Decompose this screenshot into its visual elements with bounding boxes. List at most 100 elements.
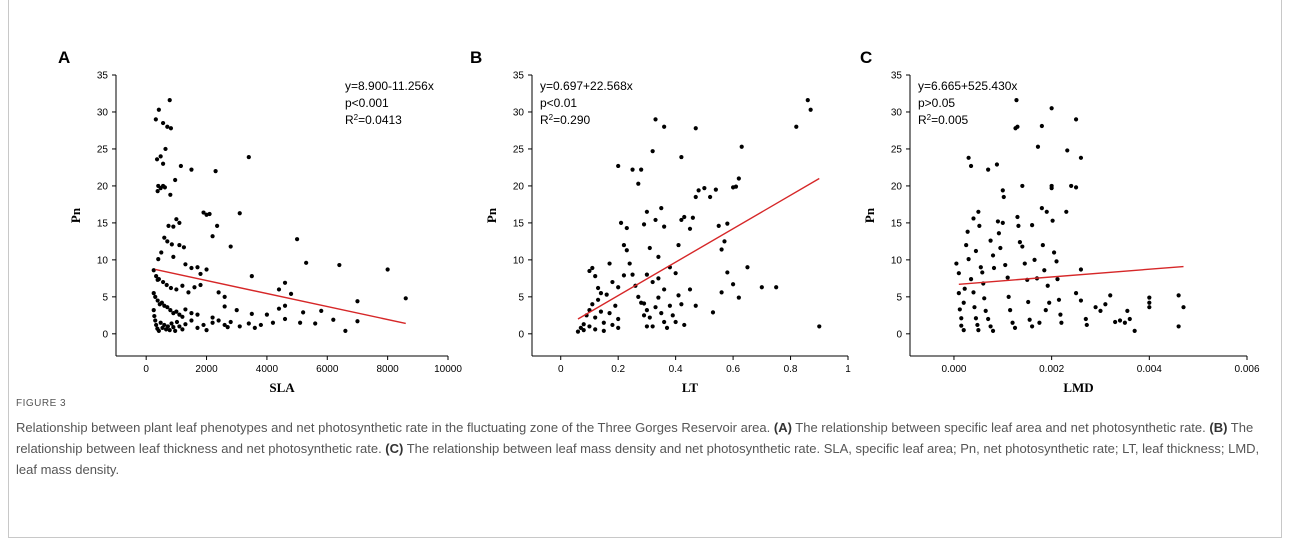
data-point: [702, 186, 707, 191]
data-point: [1065, 148, 1070, 153]
data-point: [719, 290, 724, 295]
data-point: [171, 254, 176, 260]
data-point: [237, 211, 242, 216]
r-squared: R2=0.290: [540, 113, 590, 128]
data-point: [696, 188, 701, 193]
data-point: [165, 124, 170, 129]
data-point: [627, 261, 632, 266]
data-point: [168, 126, 174, 131]
data-point: [725, 270, 730, 275]
data-point: [725, 221, 730, 226]
data-point: [1017, 240, 1022, 245]
data-point: [385, 267, 390, 272]
y-tick-label: 15: [513, 218, 525, 229]
data-point: [1084, 322, 1089, 328]
data-point: [1008, 308, 1013, 313]
data-point: [1032, 257, 1037, 262]
data-point: [153, 294, 158, 299]
y-tick-label: 10: [891, 255, 903, 266]
figure-frame: [8, 0, 1282, 538]
data-point: [1117, 318, 1123, 323]
data-point: [252, 325, 257, 330]
data-point: [159, 250, 164, 255]
data-point: [264, 312, 270, 317]
data-point: [216, 318, 221, 323]
data-point: [1045, 283, 1050, 288]
data-point: [774, 285, 779, 290]
data-point: [183, 307, 188, 312]
data-point: [956, 271, 961, 276]
data-point: [162, 235, 167, 240]
data-point: [1078, 155, 1084, 160]
data-point: [189, 167, 194, 172]
data-point: [1003, 262, 1008, 268]
data-point: [158, 154, 163, 159]
caption-segment: The relationship between leaf mass densi…: [16, 441, 1260, 477]
data-point: [156, 257, 161, 262]
data-point: [173, 177, 178, 183]
data-point: [662, 319, 667, 325]
data-point: [679, 217, 684, 223]
data-point: [601, 328, 606, 333]
data-point: [201, 210, 206, 215]
data-point: [1132, 328, 1137, 333]
data-point: [153, 318, 158, 323]
data-point: [610, 322, 615, 328]
data-point: [976, 328, 981, 333]
x-axis-title: LMD: [1063, 380, 1093, 395]
data-point: [180, 314, 185, 319]
data-point: [977, 223, 982, 228]
data-point: [716, 223, 721, 228]
data-point: [1122, 320, 1127, 325]
data-point: [621, 242, 627, 248]
data-point: [222, 304, 227, 309]
data-point: [662, 124, 667, 129]
data-point: [722, 239, 727, 244]
data-point: [656, 276, 661, 281]
data-point: [1022, 261, 1027, 266]
data-point: [644, 324, 650, 329]
data-point: [659, 206, 664, 211]
data-point: [171, 224, 176, 229]
p-value: p>0.05: [918, 96, 955, 110]
data-point: [624, 248, 629, 253]
data-point: [759, 285, 764, 290]
y-tick-label: 35: [891, 71, 903, 82]
y-axis-title: Pn: [68, 207, 83, 223]
data-point: [956, 291, 961, 296]
x-tick-label: 0.002: [1039, 364, 1064, 375]
data-point: [1044, 209, 1049, 214]
data-point: [189, 318, 194, 323]
data-point: [169, 242, 174, 247]
data-point: [160, 120, 166, 126]
data-point: [192, 285, 197, 290]
panel-letter: A: [58, 48, 70, 67]
data-point: [225, 325, 230, 330]
data-point: [650, 279, 655, 285]
data-point: [575, 329, 581, 334]
data-point: [590, 302, 595, 307]
data-point: [972, 305, 977, 310]
panel-letter: C: [860, 48, 872, 67]
x-tick-label: 10000: [434, 364, 462, 375]
data-point: [601, 320, 606, 325]
y-tick-label: 10: [513, 255, 525, 266]
data-point: [210, 320, 215, 325]
data-point: [676, 242, 681, 248]
x-tick-label: 4000: [256, 364, 279, 375]
data-point: [204, 328, 209, 333]
data-point: [198, 271, 203, 277]
chart-panel-b: B 0 5 10 15 20 25 30 35 0 0.2 0.4 0.6 0.8 1 LT Pn y=0.697…: [470, 48, 851, 395]
x-axis-title: SLA: [269, 380, 295, 395]
chart-panel-a: A 0 5 10 15 20 25 30 35 0 2000 4000 6000 8000 10000 SLA…: [58, 48, 462, 395]
data-point: [195, 265, 200, 270]
data-point: [659, 311, 664, 316]
data-point: [298, 320, 303, 325]
data-point: [673, 319, 678, 325]
data-point: [1093, 305, 1098, 310]
data-point: [159, 300, 164, 305]
data-point: [154, 157, 160, 162]
data-point: [687, 287, 693, 292]
data-point: [1000, 220, 1005, 225]
data-point: [288, 291, 294, 296]
